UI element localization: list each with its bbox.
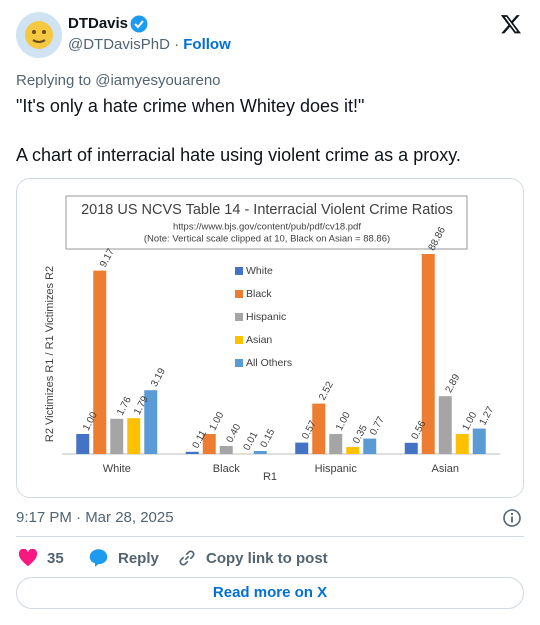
reply-to[interactable]: Replying to @iamyesyouareno (16, 72, 221, 89)
like-count[interactable]: 35 (47, 550, 64, 567)
x-tick-label: Hispanic (315, 463, 358, 475)
title-box (65, 195, 468, 250)
tweet-text: "It's only a hate crime when Whitey does… (16, 96, 365, 116)
bar (219, 446, 233, 454)
x-tick-label: Asian (431, 463, 459, 475)
bar (363, 438, 377, 454)
bar (421, 254, 435, 454)
like-icon[interactable] (18, 549, 38, 567)
reply-icon[interactable] (88, 548, 109, 568)
legend-swatch (235, 267, 243, 275)
bar (253, 451, 267, 454)
bar (185, 451, 199, 454)
chart-title: 2018 US NCVS Table 14 - Interracial Viol… (81, 202, 453, 218)
reply-button[interactable]: Reply (118, 550, 159, 567)
bar (76, 434, 90, 454)
author-handle[interactable]: @DTDavisPhD · Follow (68, 36, 231, 53)
bar (127, 418, 141, 454)
x-tick-label: Black (213, 463, 240, 475)
bar (312, 403, 326, 454)
bar (110, 418, 124, 454)
copy-link[interactable]: Copy link to post (206, 550, 328, 567)
legend-swatch (235, 336, 243, 344)
tweet-text: A chart of interracial hate using violen… (16, 145, 461, 165)
info-icon[interactable] (502, 508, 522, 528)
legend-swatch (235, 290, 243, 298)
chart: 2018 US NCVS Table 14 - Interracial Viol… (17, 179, 523, 497)
follow-link[interactable]: Follow (183, 36, 231, 53)
bar (295, 442, 309, 454)
bar (329, 434, 343, 454)
chart-subtitle: (Note: Vertical scale clipped at 10, Bla… (144, 234, 390, 245)
link-icon[interactable] (177, 548, 197, 568)
x-axis-label: R1 (263, 471, 277, 483)
legend-label: Black (246, 288, 272, 300)
bar (455, 434, 469, 454)
bar (202, 434, 216, 454)
legend-label: Hispanic (246, 311, 286, 323)
legend-swatch (235, 313, 243, 321)
divider (16, 536, 524, 537)
separator: · (174, 36, 180, 53)
avatar[interactable] (16, 12, 62, 58)
chart-subtitle: https://www.bjs.gov/content/pub/pdf/cv18… (173, 222, 361, 233)
media[interactable]: 2018 US NCVS Table 14 - Interracial Viol… (16, 178, 524, 498)
x-tick-label: White (103, 463, 131, 475)
legend-label: White (246, 265, 273, 277)
x-logo[interactable] (500, 13, 522, 35)
plot (76, 254, 486, 454)
bar (472, 428, 486, 454)
legend-label: All Others (246, 357, 292, 369)
timestamp[interactable]: 9:17 PM · Mar 28, 2025 (16, 509, 174, 526)
author-name[interactable]: DTDavis (68, 15, 129, 32)
bar (144, 390, 158, 454)
verified-badge (130, 15, 148, 33)
handle[interactable]: @DTDavisPhD (68, 36, 170, 53)
y-axis-label: R2 Victimizes R1 / R1 Victimizes R2 (44, 266, 56, 442)
legend-label: Asian (246, 334, 272, 346)
legend-swatch (235, 359, 243, 367)
bar (346, 447, 360, 454)
bar (438, 396, 452, 454)
read-more-button[interactable]: Read more on X (16, 577, 524, 609)
bar (93, 270, 107, 454)
bar (404, 442, 418, 454)
